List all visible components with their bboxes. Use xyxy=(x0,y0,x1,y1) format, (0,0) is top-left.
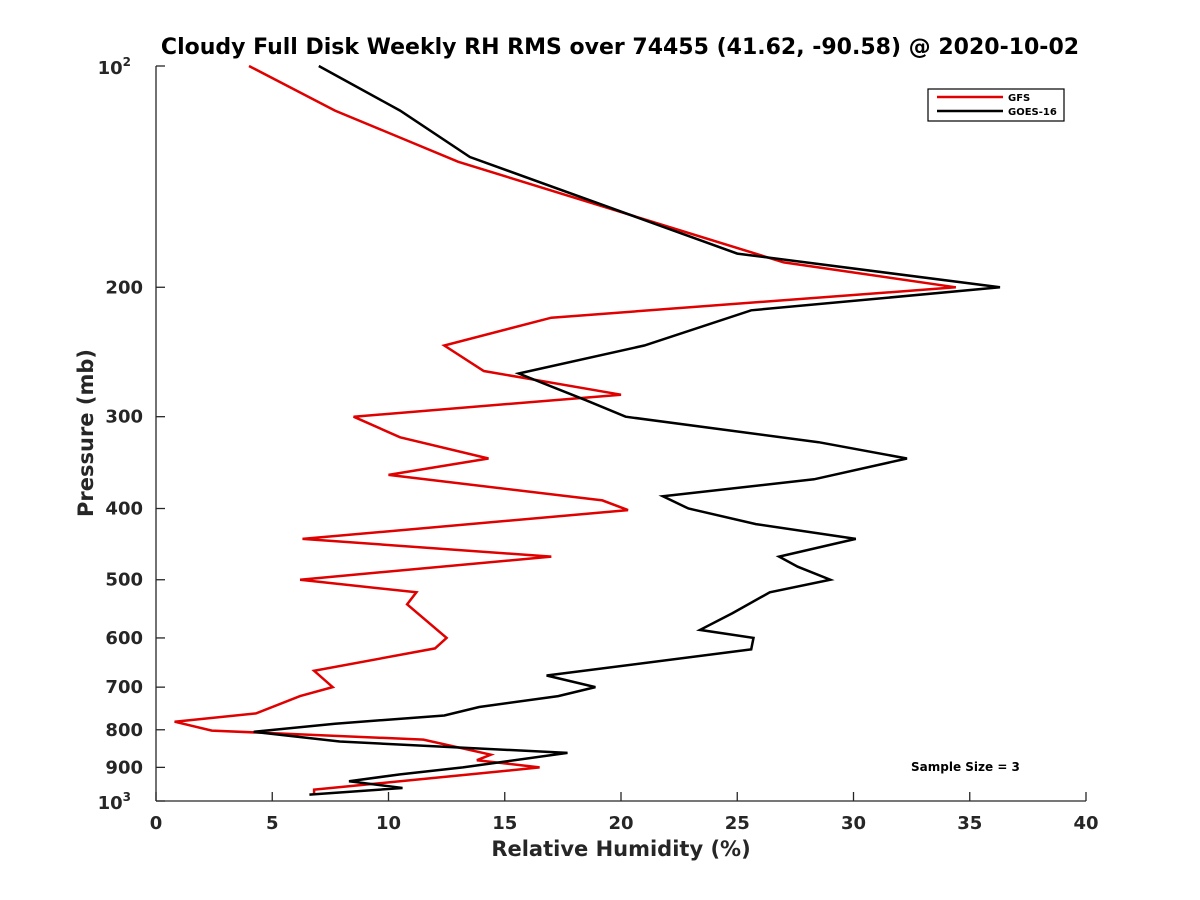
x-tick-label: 20 xyxy=(608,813,633,834)
plot-area xyxy=(156,66,1086,801)
legend-label-gfs: GFS xyxy=(1008,93,1030,104)
sample-size-annotation: Sample Size = 3 xyxy=(911,760,1020,774)
y-tick-label: 900 xyxy=(105,757,143,778)
legend-box xyxy=(927,88,1065,122)
series-line-gfs xyxy=(174,64,956,795)
series-line-goes16 xyxy=(253,64,1001,796)
y-tick-exponent: 3 xyxy=(123,790,131,804)
x-tick-label: 5 xyxy=(266,813,279,834)
x-axis-label: Relative Humidity (%) xyxy=(491,837,750,861)
y-tick-label: 600 xyxy=(105,628,143,649)
x-tick-label: 30 xyxy=(841,813,866,834)
y-axis-label: Pressure (mb) xyxy=(74,349,98,517)
series-lines xyxy=(174,64,1001,796)
y-tick-label: 500 xyxy=(105,570,143,591)
y-tick-label: 800 xyxy=(105,720,143,741)
y-tick-exponent: 2 xyxy=(123,55,131,69)
legend: GFS GOES-16 xyxy=(927,88,1065,122)
x-axis-ticks: 0 5 10 15 20 25 30 35 40 xyxy=(150,792,1099,834)
y-tick-label: 400 xyxy=(105,499,143,520)
x-tick-label: 10 xyxy=(376,813,401,834)
y-tick-label: 700 xyxy=(105,677,143,698)
x-tick-label: 15 xyxy=(492,813,517,834)
x-tick-label: 35 xyxy=(957,813,982,834)
x-tick-label: 40 xyxy=(1073,813,1098,834)
legend-label-goes16: GOES-16 xyxy=(1008,107,1057,118)
chart-title: Cloudy Full Disk Weekly RH RMS over 7445… xyxy=(161,35,1079,60)
y-tick-base: 10 xyxy=(98,58,123,79)
x-tick-label: 0 xyxy=(150,813,163,834)
y-tick-label: 300 xyxy=(105,407,143,428)
x-tick-label: 25 xyxy=(725,813,750,834)
y-tick-base: 10 xyxy=(98,793,123,814)
y-tick-label: 200 xyxy=(105,277,143,298)
y-tick-label: 102 xyxy=(98,55,131,79)
y-tick-label: 103 xyxy=(98,790,131,814)
